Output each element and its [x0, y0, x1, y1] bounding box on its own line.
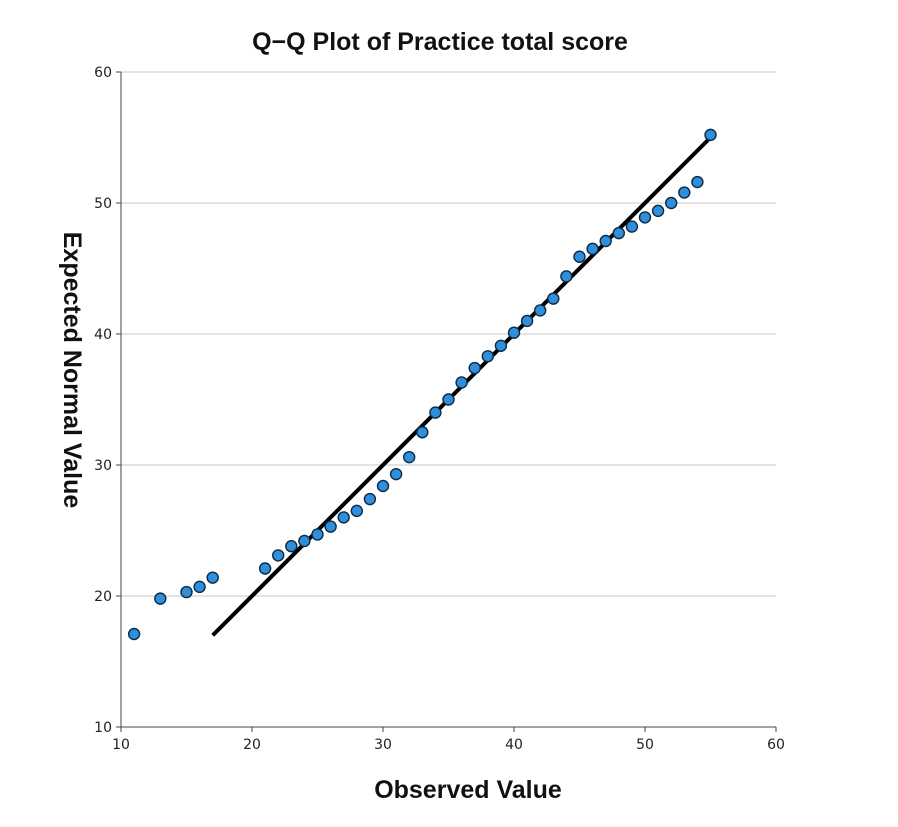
data-point-25	[520, 314, 534, 328]
data-point-31	[599, 234, 612, 248]
tick-labels: 10 20 30 40 50 60 10 20 30 40 50 60	[94, 65, 785, 753]
data-point-6	[272, 549, 285, 562]
data-point-21	[468, 361, 481, 375]
data-point-5	[258, 562, 272, 575]
data-point-0	[127, 627, 141, 641]
x-tick-label-10: 10	[112, 737, 130, 753]
data-point-37	[678, 186, 691, 199]
data-point-39	[704, 128, 717, 142]
data-point-16	[403, 450, 416, 464]
x-tick-label-40: 40	[505, 737, 523, 753]
data-point-17	[416, 426, 429, 439]
data-point-35	[651, 204, 665, 218]
data-point-11	[337, 511, 350, 524]
data-point-38	[691, 175, 704, 189]
y-axis-title: Expected Normal Value	[58, 232, 86, 509]
data-point-10	[324, 520, 337, 533]
data-point-3	[193, 580, 206, 594]
y-tick-label-50: 50	[94, 196, 112, 212]
data-point-32	[612, 226, 625, 240]
y-tick-label-40: 40	[94, 327, 112, 343]
axes	[116, 71, 777, 732]
data-point-8	[298, 534, 311, 548]
y-tick-label-20: 20	[94, 589, 112, 605]
data-point-26	[534, 304, 547, 317]
data-point-14	[376, 479, 390, 493]
data-point-33	[625, 220, 639, 233]
data-point-30	[586, 242, 599, 256]
data-point-22	[481, 350, 494, 363]
y-tick-label-60: 60	[94, 65, 112, 81]
data-point-12	[350, 504, 363, 518]
data-point-7	[285, 540, 298, 553]
gridlines	[121, 71, 776, 597]
data-point-27	[547, 292, 560, 305]
data-point-4	[206, 571, 219, 584]
data-point-1	[154, 592, 167, 605]
data-point-20	[455, 376, 468, 389]
data-point-34	[638, 211, 652, 224]
data-point-15	[389, 467, 403, 481]
data-points	[127, 128, 717, 641]
data-point-23	[494, 339, 508, 352]
data-point-36	[665, 196, 678, 210]
data-point-13	[363, 492, 377, 506]
data-point-2	[180, 585, 193, 599]
data-point-18	[429, 406, 442, 419]
x-tick-label-60: 60	[767, 737, 785, 753]
data-point-24	[507, 326, 521, 339]
y-tick-label-30: 30	[94, 458, 112, 474]
y-tick-label-10: 10	[94, 720, 112, 736]
data-point-28	[560, 270, 573, 283]
x-tick-label-30: 30	[374, 737, 392, 753]
data-point-9	[311, 528, 324, 541]
data-point-19	[442, 393, 455, 406]
x-axis-title: Observed Value	[374, 776, 562, 804]
x-tick-label-50: 50	[636, 737, 654, 753]
x-tick-label-20: 20	[243, 737, 261, 753]
chart-title: Q−Q Plot of Practice total score	[252, 28, 628, 56]
data-point-29	[573, 250, 586, 263]
